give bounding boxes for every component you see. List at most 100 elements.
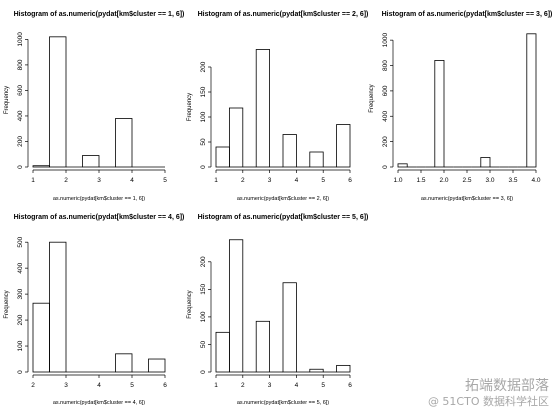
histogram-bar: [115, 118, 133, 168]
y-tick-label: 100: [200, 111, 207, 122]
y-tick-label: 1000: [17, 32, 24, 47]
histogram-bar: [228, 239, 244, 373]
x-tick-label: 6: [348, 382, 352, 389]
histogram-bar: [115, 353, 133, 373]
chart-title: Histogram of as.numeric(pydat[km$cluster…: [198, 214, 369, 221]
y-tick-label: 1000: [382, 33, 389, 48]
watermark-line-2: @ 51CTO 数据科学社区: [427, 395, 549, 408]
histogram-bar: [32, 165, 50, 168]
histogram-bar: [309, 151, 324, 168]
x-tick-label: 1.5: [416, 177, 425, 184]
x-axis-label: as.numeric(pydat[km$cluster == 4, 6]): [53, 400, 145, 406]
y-tick-label: 0: [200, 370, 207, 374]
x-tick-label: 4.0: [531, 177, 540, 184]
x-tick-label: 4: [295, 177, 299, 184]
x-tick-label: 5: [321, 382, 325, 389]
x-tick-label: 4: [97, 382, 101, 389]
x-tick-label: 3.0: [485, 177, 494, 184]
y-tick-label: 800: [382, 60, 389, 71]
y-tick-label: 50: [200, 340, 207, 348]
histogram-panel-1: Histogram of as.numeric(pydat[km$cluster…: [4, 11, 184, 202]
histogram-bar: [336, 124, 351, 168]
watermark-line-1: 拓端数据部落: [465, 378, 549, 394]
y-tick-label: 600: [17, 85, 24, 96]
y-tick-label: 100: [17, 340, 24, 351]
y-tick-label: 800: [17, 59, 24, 70]
y-axis-label: Frequency: [369, 84, 375, 112]
histogram-bar: [336, 364, 351, 373]
y-tick-label: 200: [17, 136, 24, 147]
x-tick-label: 5: [163, 177, 167, 184]
y-axis-label: Frequency: [4, 290, 10, 318]
y-tick-label: 0: [200, 165, 207, 169]
chart-title: Histogram of as.numeric(pydat[km$cluster…: [14, 11, 185, 18]
histogram-bar: [309, 368, 324, 373]
y-tick-label: 0: [382, 165, 389, 169]
x-axis-label: as.numeric(pydat[km$cluster == 3, 6]): [421, 196, 513, 202]
histogram-bar: [228, 107, 244, 168]
x-tick-label: 3.5: [508, 177, 517, 184]
y-tick-label: 500: [17, 236, 24, 247]
x-tick-label: 3: [268, 382, 272, 389]
histogram-bar: [282, 282, 297, 373]
x-tick-label: 3: [97, 177, 101, 184]
x-tick-label: 1: [31, 177, 35, 184]
y-tick-label: 100: [200, 311, 207, 322]
x-tick-label: 1: [214, 177, 218, 184]
histogram-bar: [434, 60, 445, 168]
x-tick-label: 2: [241, 382, 245, 389]
watermark: 拓端数据部落 @ 51CTO 数据科学社区: [428, 378, 549, 410]
histogram-panel-5: Histogram of as.numeric(pydat[km$cluster…: [187, 214, 368, 406]
y-tick-label: 600: [382, 85, 389, 96]
x-tick-label: 3: [64, 382, 68, 389]
y-tick-label: 400: [382, 110, 389, 121]
y-tick-label: 0: [17, 165, 24, 169]
y-tick-label: 200: [382, 136, 389, 147]
y-tick-label: 50: [200, 138, 207, 146]
x-tick-label: 2: [241, 177, 245, 184]
histogram-bar: [215, 331, 230, 373]
x-axis-label: as.numeric(pydat[km$cluster == 1, 6]): [53, 196, 145, 202]
histogram-bar: [82, 155, 100, 168]
chart-title: Histogram of as.numeric(pydat[km$cluster…: [382, 11, 553, 18]
histogram-bar: [215, 146, 230, 168]
histogram-panel-3: Histogram of as.numeric(pydat[km$cluster…: [369, 11, 552, 202]
y-tick-label: 200: [17, 314, 24, 325]
x-tick-label: 1.0: [393, 177, 402, 184]
x-tick-label: 1: [214, 382, 218, 389]
y-axis-label: Frequency: [187, 290, 193, 318]
histogram-bar: [49, 241, 67, 373]
y-axis-label: Frequency: [187, 93, 193, 121]
y-tick-label: 0: [17, 370, 24, 374]
histogram-bar: [397, 163, 408, 168]
y-tick-label: 150: [200, 284, 207, 295]
x-tick-label: 2.5: [462, 177, 471, 184]
y-tick-label: 400: [17, 110, 24, 121]
y-tick-label: 400: [17, 262, 24, 273]
y-tick-label: 200: [200, 61, 207, 72]
x-tick-label: 2: [31, 382, 35, 389]
x-tick-label: 4: [130, 177, 134, 184]
x-tick-label: 4: [295, 382, 299, 389]
histogram-bar: [49, 36, 67, 168]
x-axis-label: as.numeric(pydat[km$cluster == 2, 6]): [237, 196, 329, 202]
x-tick-label: 2.0: [439, 177, 448, 184]
histogram-bar: [480, 157, 491, 168]
y-axis-label: Frequency: [4, 86, 10, 114]
x-tick-label: 5: [321, 177, 325, 184]
x-axis-label: as.numeric(pydat[km$cluster == 5, 6]): [237, 400, 329, 406]
histogram-bar: [255, 49, 271, 168]
y-tick-label: 200: [200, 256, 207, 267]
x-tick-label: 6: [163, 382, 167, 389]
y-tick-label: 150: [200, 86, 207, 97]
histogram-bar: [526, 33, 537, 168]
histogram-bar: [282, 134, 297, 168]
histogram-bar: [148, 358, 166, 373]
chart-title: Histogram of as.numeric(pydat[km$cluster…: [14, 214, 185, 221]
histogram-bar: [255, 320, 271, 373]
histogram-panel-4: Histogram of as.numeric(pydat[km$cluster…: [4, 214, 184, 406]
histogram-panel-2: Histogram of as.numeric(pydat[km$cluster…: [187, 11, 368, 202]
x-tick-label: 5: [130, 382, 134, 389]
